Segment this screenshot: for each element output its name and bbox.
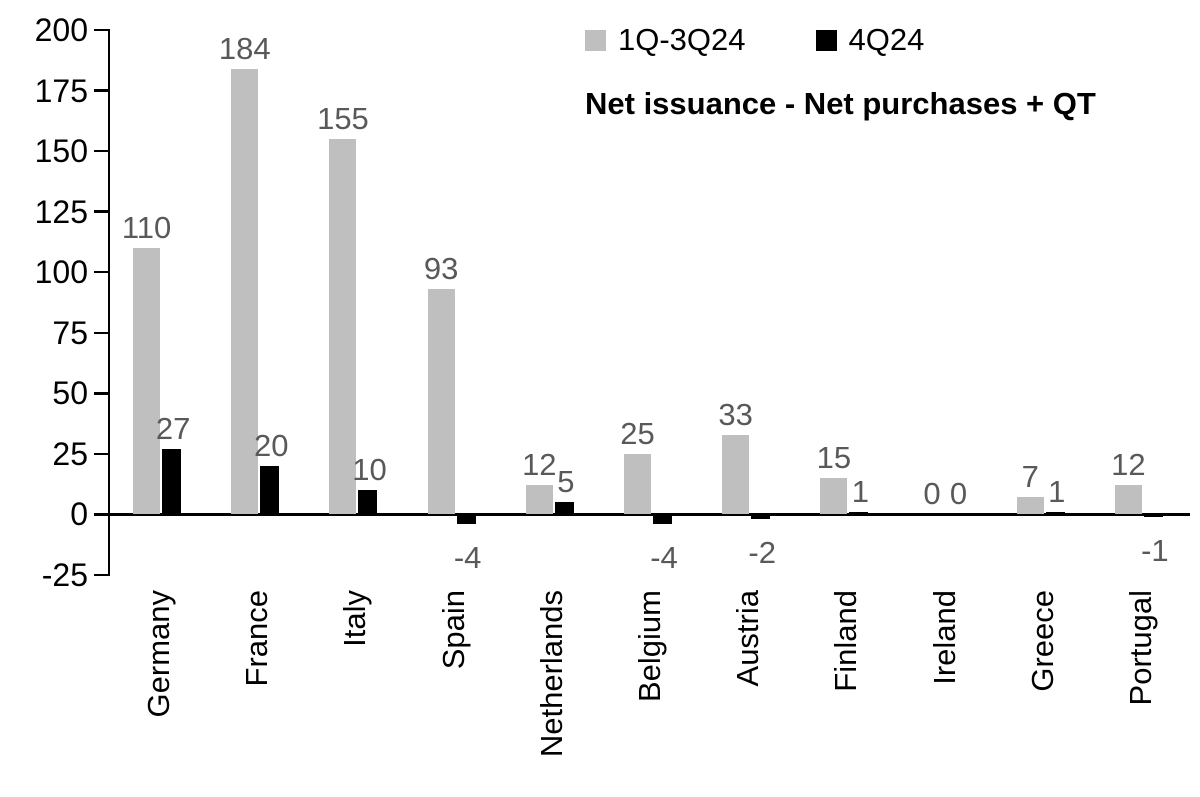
bar-value-label: 25 — [620, 415, 655, 451]
y-tick-mark — [94, 210, 110, 213]
bar-value-label: 20 — [254, 428, 289, 463]
bar-value-label: 110 — [121, 210, 172, 245]
bar-value-label: 15 — [816, 440, 852, 476]
bar-4Q24 — [162, 449, 182, 515]
category-label: Austria — [730, 590, 766, 687]
bar-1Q-3Q24 — [329, 139, 357, 515]
bar-value-label: 12 — [1111, 447, 1146, 483]
category-label: Portugal — [1122, 590, 1158, 706]
category-label: Ireland — [926, 590, 962, 685]
category-label: Belgium — [632, 590, 667, 702]
bar-1Q-3Q24 — [1016, 497, 1044, 515]
bar-value-label: 7 — [1021, 459, 1039, 495]
bar-value-label: 1 — [1048, 474, 1066, 510]
bar-value-label: -4 — [650, 540, 678, 576]
y-tick-label: 100 — [34, 254, 88, 291]
legend-swatch-icon — [585, 29, 606, 51]
legend-label: 1Q-3Q24 — [618, 22, 746, 57]
bar-4Q24 — [849, 512, 869, 515]
bar-1Q-3Q24 — [427, 289, 455, 515]
chart-legend: 1Q-3Q24 4Q24 — [585, 22, 924, 58]
category-label: France — [239, 590, 275, 687]
legend-item-series-0: 1Q-3Q24 — [585, 22, 746, 58]
bar-value-label: 10 — [352, 452, 387, 488]
bar-value-label: 0 — [949, 476, 968, 512]
legend-label: 4Q24 — [848, 22, 925, 57]
bar-1Q-3Q24 — [133, 248, 161, 515]
y-tick-label: 25 — [52, 435, 88, 472]
bar-4Q24 — [1045, 512, 1065, 515]
y-tick-label: 175 — [34, 72, 88, 109]
bar-value-label: 0 — [923, 476, 941, 512]
bar-value-label: 184 — [218, 30, 271, 66]
bar-4Q24 — [554, 502, 574, 515]
bar-value-label: 27 — [155, 411, 191, 447]
y-tick-mark — [94, 452, 110, 456]
y-tick-mark — [94, 89, 110, 92]
bar-value-label: -2 — [748, 535, 776, 571]
category-label: Spain — [435, 590, 471, 670]
y-tick-label: 150 — [34, 133, 88, 170]
bar-1Q-3Q24 — [525, 485, 553, 515]
category-label: Germany — [141, 590, 177, 718]
bar-value-label: -1 — [1141, 532, 1169, 568]
bar-value-label: 12 — [522, 447, 557, 483]
bar-4Q24 — [456, 514, 476, 525]
legend-swatch-icon — [815, 29, 837, 51]
chart-title: Net issuance - Net purchases + QT — [585, 86, 1096, 121]
bar-4Q24 — [1143, 514, 1163, 517]
y-tick-mark — [94, 149, 110, 153]
y-tick-mark — [94, 392, 110, 395]
bar-1Q-3Q24 — [231, 68, 259, 515]
y-tick-label: -25 — [41, 557, 88, 593]
category-label: Greece — [1024, 590, 1060, 692]
bar-4Q24 — [653, 514, 672, 525]
bar-1Q-3Q24 — [624, 453, 651, 515]
y-tick-label: 75 — [52, 314, 88, 351]
y-tick-label: 50 — [52, 375, 88, 412]
y-tick-mark — [94, 270, 110, 274]
bar-4Q24 — [751, 514, 771, 520]
bar-value-label: 33 — [718, 396, 753, 432]
bar-value-label: 93 — [423, 251, 459, 287]
y-tick-label: 125 — [34, 193, 88, 230]
bar-value-label: 1 — [851, 474, 869, 510]
bar-value-label: 155 — [317, 101, 369, 136]
bar-value-label: 5 — [557, 464, 575, 500]
x-axis-line — [110, 513, 1190, 516]
legend-item-series-1: 4Q24 — [815, 22, 925, 58]
category-label: Netherlands — [533, 590, 569, 758]
category-label: Italy — [337, 590, 373, 647]
bar-value-label: -4 — [453, 540, 482, 576]
y-tick-mark — [94, 513, 110, 516]
bar-1Q-3Q24 — [820, 478, 848, 515]
category-label: Finland — [828, 590, 864, 692]
bar-1Q-3Q24 — [722, 434, 750, 515]
y-tick-label: 0 — [70, 496, 88, 533]
bar-4Q24 — [358, 490, 378, 515]
y-tick-label: 200 — [34, 12, 88, 48]
bar-1Q-3Q24 — [1114, 485, 1142, 515]
y-tick-mark — [94, 28, 110, 32]
y-axis-line — [107, 30, 110, 575]
y-tick-mark — [94, 573, 110, 577]
bar-4Q24 — [260, 466, 280, 515]
y-tick-mark — [94, 331, 110, 335]
